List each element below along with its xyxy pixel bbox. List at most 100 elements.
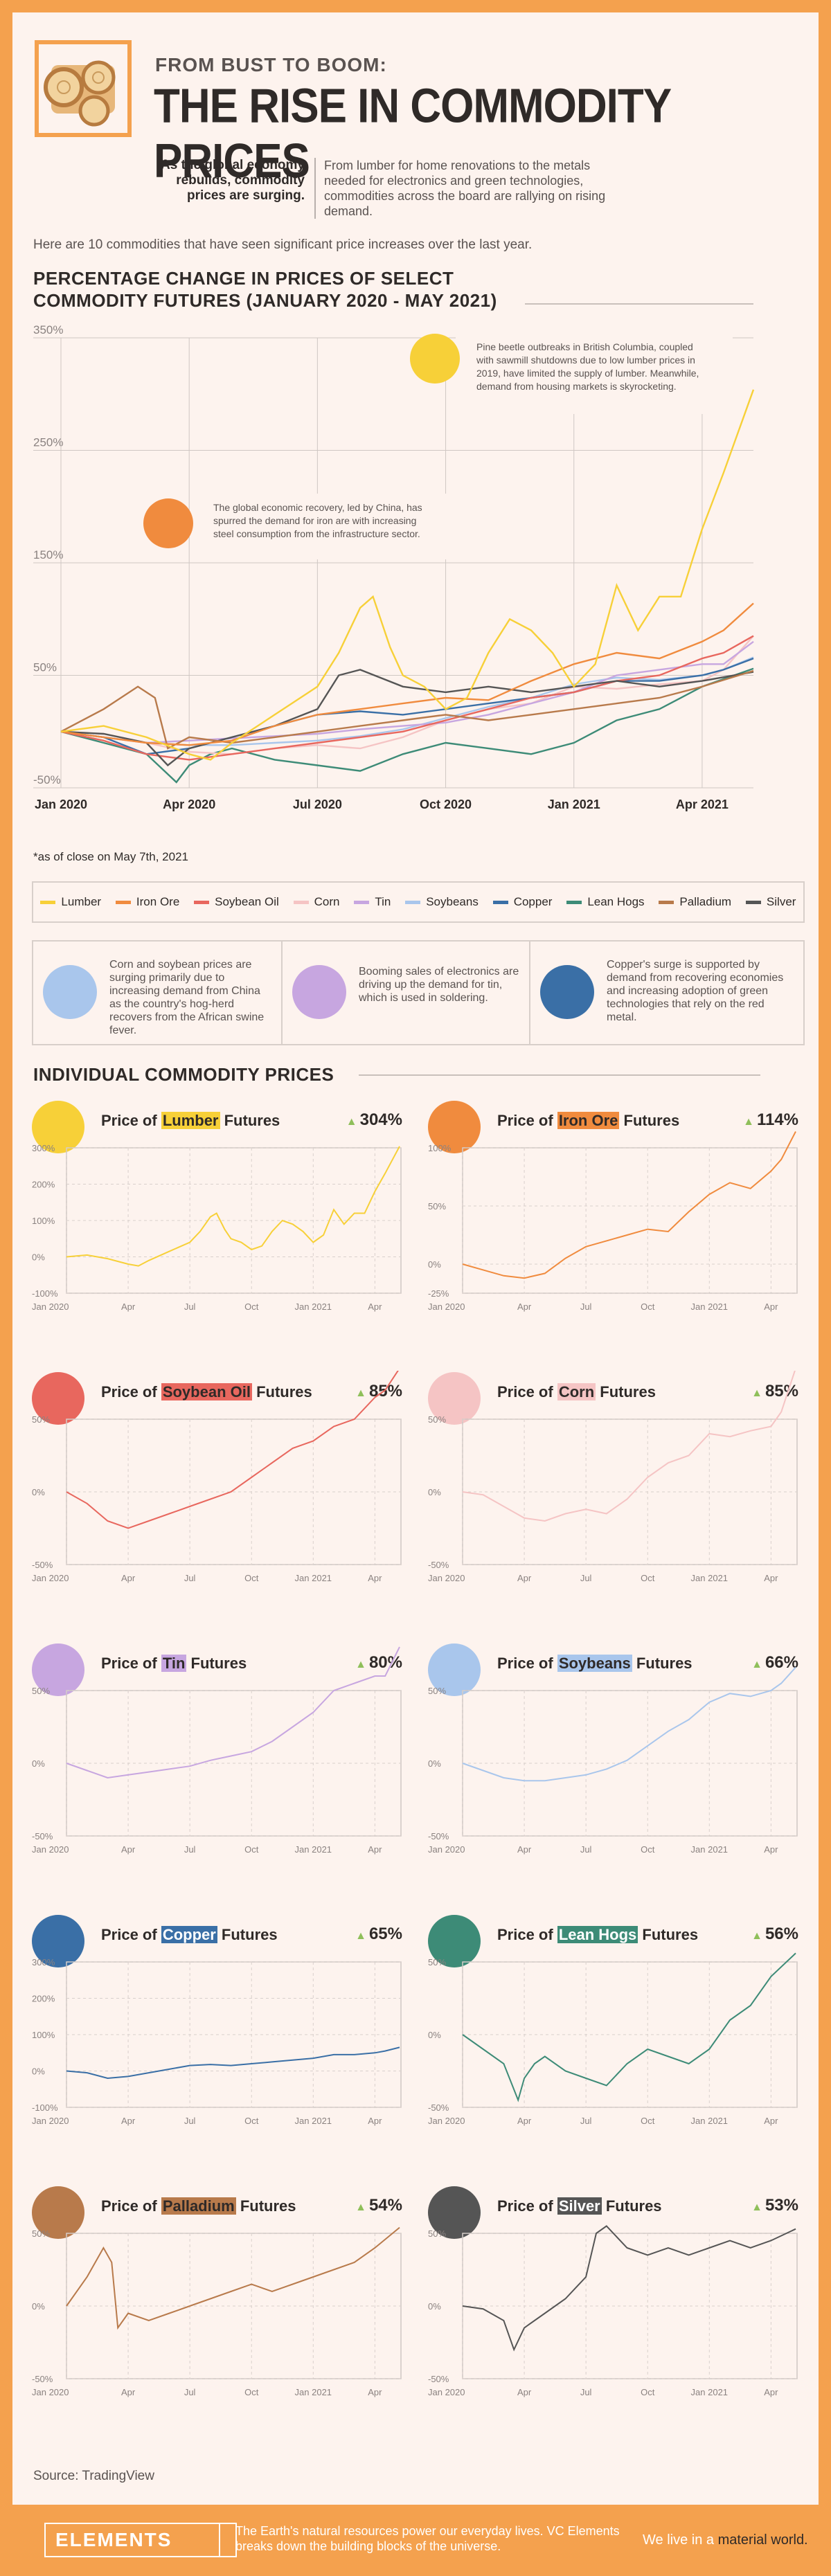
commodity-icon [428, 1101, 481, 1153]
pct-value: 114% [756, 1110, 798, 1129]
panel-y-label: 200% [32, 1180, 55, 1190]
panel-y-label: -100% [32, 2102, 58, 2113]
up-triangle-icon: ▲ [751, 1387, 762, 1399]
x-tick-label: Jan 2021 [548, 798, 600, 811]
panel-y-label: 100% [32, 1216, 55, 1226]
panel-title-suffix: Futures [619, 1112, 680, 1129]
panel-x-label: Jan 2020 [32, 1573, 69, 1583]
panel-title: Price of Soybeans Futures [497, 1655, 692, 1673]
panel-title-prefix: Price of [101, 1112, 161, 1129]
panel-silver: Price of Silver Futures ▲ 53% 50% 0% -50% Jan … [428, 2185, 798, 2413]
panel-title-commodity: Copper [161, 1926, 217, 1943]
panel-title-commodity: Soybean Oil [161, 1383, 252, 1400]
legend-swatch [745, 900, 761, 904]
panel-y-label: 0% [32, 1487, 45, 1497]
annotation-lumber-line: with sawmill shutdowns due to low lumber… [476, 354, 695, 366]
panel-soybean-oil: Price of Soybean Oil Futures ▲ 85% 50% 0% -50… [32, 1371, 402, 1599]
panel-title: Price of Tin Futures [101, 1655, 247, 1673]
panel-y-label: 50% [32, 1686, 50, 1696]
panel-series-line [66, 1646, 400, 1779]
panel-y-label: 100% [428, 1143, 452, 1153]
panel-y-label: -50% [428, 2374, 449, 2384]
legend-item: Corn [293, 895, 339, 909]
legend-item: Copper [492, 895, 552, 909]
annotation-iron-line: The global economic recovery, led by Chi… [213, 502, 422, 513]
panel-pct-change: ▲ 80% [355, 1653, 402, 1673]
panel-tin: Price of Tin Futures ▲ 80% 50% 0% -50% Jan 202… [32, 1642, 402, 1871]
panel-x-label: Oct [244, 1573, 259, 1583]
legend-label: Tin [375, 895, 391, 908]
panel-title-suffix: Futures [186, 1655, 247, 1672]
intro-line: Here are 10 commodities that have seen s… [33, 237, 533, 252]
panel-x-label: Apr [121, 1844, 136, 1855]
panel-title-prefix: Price of [497, 2197, 557, 2215]
callout-text: Corn and soybean prices are surging prim… [109, 959, 265, 1036]
panel-chart: 50% 0% -50% Jan 2020 Apr Jul Oct Jan 2021 Apr [428, 2186, 798, 2397]
panel-chart: 50% 0% -50% Jan 2020 Apr Jul Oct Jan 2021 Apr [32, 1371, 402, 1583]
panel-x-label: Jan 2020 [32, 2387, 69, 2397]
panel-title: Price of Copper Futures [101, 1926, 278, 1944]
panel-x-label: Oct [244, 2116, 259, 2126]
panel-x-label: Jan 2021 [691, 1844, 729, 1855]
panel-x-label: Apr [764, 1844, 778, 1855]
divider [525, 303, 753, 305]
panel-title-prefix: Price of [101, 1383, 161, 1400]
divider [359, 1074, 760, 1076]
series-line-silver [60, 669, 754, 767]
panel-pct-change: ▲ 66% [751, 1653, 798, 1673]
panel-series-line [462, 2225, 796, 2352]
legend-label: Silver [766, 895, 796, 908]
panel-x-label: Jan 2020 [428, 1844, 465, 1855]
panel-series-line [66, 2226, 400, 2330]
panel-y-label: 50% [32, 2228, 50, 2239]
panel-y-label: 0% [32, 2066, 45, 2077]
panel-pct-change: ▲ 53% [751, 2196, 798, 2215]
panel-x-label: Jan 2021 [691, 2116, 729, 2126]
panel-title-prefix: Price of [497, 1655, 557, 1672]
elements-brand[interactable]: ELEMENTS [44, 2523, 237, 2557]
panel-title-commodity: Lean Hogs [557, 1926, 638, 1943]
panel-palladium: Price of Palladium Futures ▲ 54% 50% 0% -50% J… [32, 2185, 402, 2413]
panel-y-label: 50% [428, 1957, 446, 1967]
lumber-icon [410, 334, 460, 384]
panel-title: Price of Soybean Oil Futures [101, 1383, 312, 1401]
panel-chart: 300% 200% 100% 0% -100% Jan 2020 Apr Jul Oct Jan … [32, 1915, 402, 2126]
main-chart-title-line2: COMMODITY FUTURES (JANUARY 2020 - MAY 20… [33, 290, 497, 311]
panel-series-line [462, 1131, 796, 1279]
pct-value: 56% [765, 1925, 798, 1943]
panel-title-suffix: Futures [632, 1655, 692, 1672]
panel-y-label: 300% [32, 1143, 55, 1153]
panel-chart: 50% 0% -50% Jan 2020 Apr Jul Oct Jan 2021 Apr [32, 1643, 402, 1855]
panel-y-label: -25% [428, 1288, 449, 1299]
x-tick-label: Jul 2020 [293, 798, 342, 811]
panel-pct-change: ▲ 85% [751, 1382, 798, 1401]
pct-value: 80% [368, 1653, 402, 1672]
panel-x-label: Oct [244, 1301, 259, 1312]
panel-chart: 50% 0% -50% Jan 2020 Apr Jul Oct Jan 2021 Apr [428, 1915, 798, 2126]
annotation-box-lumber [456, 334, 733, 414]
source: Source: TradingView [33, 2469, 154, 2483]
panel-x-label: Oct [641, 1844, 655, 1855]
panel-pct-change: ▲ 56% [751, 1925, 798, 1944]
panel-chart: 50% 0% -50% Jan 2020 Apr Jul Oct Jan 2021 Apr [428, 1643, 798, 1855]
tin-icon [292, 965, 346, 1019]
up-triangle-icon: ▲ [355, 1659, 366, 1670]
series-line-lumber [60, 389, 755, 761]
panel-iron-ore: Price of Iron Ore Futures ▲ 114% 100% 50% 0% -… [428, 1099, 798, 1328]
panel-y-label: 50% [428, 2228, 446, 2239]
panel-x-label: Apr [368, 1573, 382, 1583]
callout-corn-soy: Corn and soybean prices are surging prim… [33, 942, 283, 1044]
annotation-lumber: Pine beetle outbreaks in British Columbi… [476, 341, 699, 392]
panel-y-label: 300% [32, 1957, 55, 1967]
panel-y-label: 0% [428, 2030, 441, 2040]
up-triangle-icon: ▲ [751, 1930, 762, 1942]
tagline-strong: material world. [717, 2532, 808, 2548]
panel-x-label: Jan 2021 [295, 2116, 332, 2126]
series-line-corn [60, 635, 754, 755]
footer [0, 2505, 831, 2576]
panel-series-line [462, 1952, 796, 2102]
legend-label: Iron Ore [136, 895, 180, 908]
y-tick-label: 250% [33, 436, 63, 449]
up-triangle-icon: ▲ [751, 2201, 762, 2213]
legend-swatch [115, 900, 131, 904]
